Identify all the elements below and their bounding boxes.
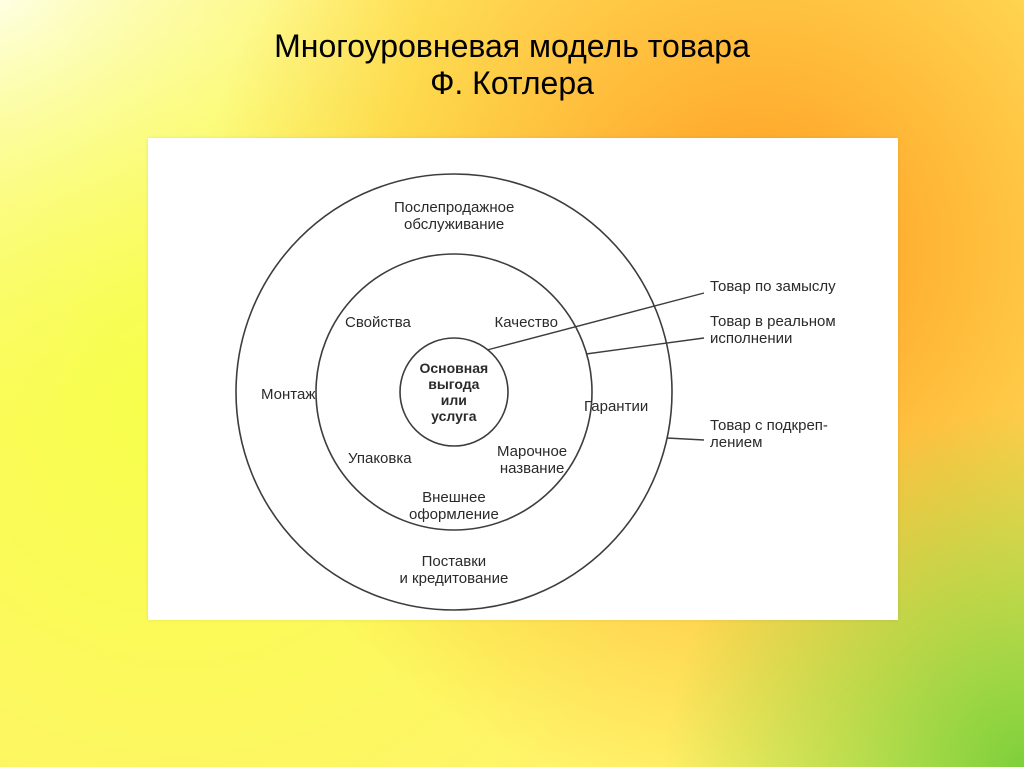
callout-line-2 (667, 438, 704, 440)
middle-ring-label-1: Качество (495, 314, 558, 331)
slide-title: Многоуровневая модель товара Ф. Котлера (0, 28, 1024, 102)
middle-ring-label-2: Упаковка (348, 450, 412, 467)
slide: Многоуровневая модель товара Ф. Котлера … (0, 0, 1024, 767)
center-label: Основная выгода или услуга (420, 360, 489, 424)
outer-ring-label-3: Поставки и кредитование (400, 553, 509, 588)
title-line-1: Многоуровневая модель товара (0, 28, 1024, 65)
middle-ring-label-4: Внешнее оформление (409, 489, 499, 524)
middle-ring-label-3: Марочное название (497, 443, 567, 478)
middle-ring-label-0: Свойства (345, 314, 411, 331)
diagram-card: Основная выгода или услуга Свойства Качест… (148, 138, 898, 620)
outer-ring-label-2: Гарантии (584, 398, 648, 415)
callout-label-0: Товар по замыслу (710, 278, 836, 295)
outer-ring-label-1: Монтаж (261, 386, 315, 403)
outer-ring-label-0: Послепродажное обслуживание (394, 199, 514, 234)
title-line-2: Ф. Котлера (0, 65, 1024, 102)
callout-line-1 (586, 338, 704, 354)
concentric-diagram (148, 138, 898, 620)
callout-label-1: Товар в реальном исполнении (710, 313, 836, 348)
callout-label-2: Товар с подкреп- лением (710, 417, 828, 452)
